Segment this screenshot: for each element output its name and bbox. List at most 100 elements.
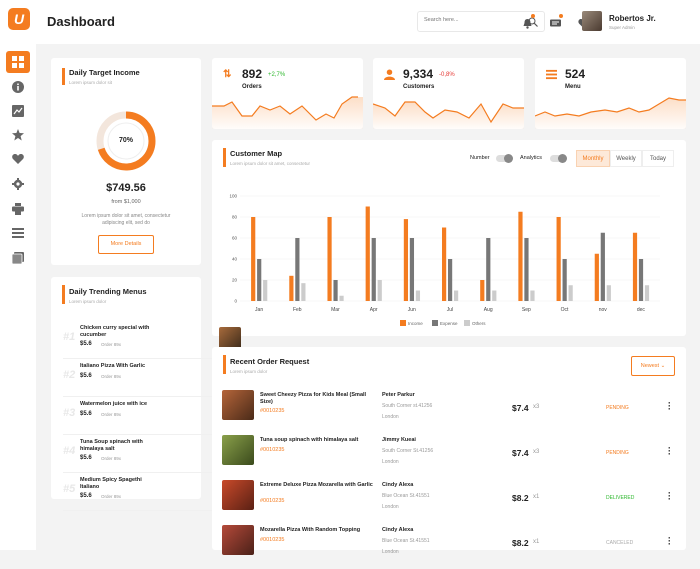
nav-favorites[interactable]	[6, 148, 30, 170]
bar-others[interactable]	[492, 290, 497, 302]
trending-name: Italiano Pizza With Garlic	[80, 363, 146, 369]
bar-expense[interactable]	[562, 259, 567, 301]
bar-income[interactable]	[365, 206, 370, 302]
order-price: $8.2	[512, 493, 529, 503]
trending-price: $5.6	[80, 373, 92, 379]
customers-icon	[384, 69, 396, 81]
bar-income[interactable]	[442, 227, 447, 302]
nav-analytics[interactable]	[6, 100, 30, 122]
bar-others[interactable]	[644, 285, 650, 301]
bar-others[interactable]	[415, 290, 421, 302]
tab-today[interactable]: Today	[642, 150, 674, 167]
order-customer: Cindy Alexa	[382, 482, 414, 488]
avatar[interactable]	[582, 11, 602, 31]
nav-list[interactable]	[6, 222, 30, 244]
orders-filter-dropdown[interactable]: Newest ⌄	[631, 356, 675, 376]
bar-expense[interactable]	[486, 238, 491, 301]
y-tick-label: 40	[232, 257, 238, 262]
bar-others[interactable]	[530, 290, 535, 302]
toggle-analytics-label: Analytics	[520, 155, 543, 161]
orders-icon: ⇅	[223, 69, 232, 80]
daily-target-percent: 70%	[118, 137, 133, 144]
trending-orders: Order 89x	[101, 342, 122, 347]
bar-income[interactable]	[480, 280, 485, 301]
bar-expense[interactable]	[524, 238, 529, 301]
order-row[interactable]: Tuna soup spinach with himalaya salt #00…	[222, 433, 677, 479]
toggle-number[interactable]	[496, 154, 513, 163]
trending-rank: #4	[63, 445, 76, 457]
order-row[interactable]: Mozarella Pizza With Random Topping #001…	[222, 523, 677, 569]
daily-target-amount: $749.56	[106, 182, 146, 194]
list-icon	[12, 228, 24, 238]
search-box[interactable]	[417, 11, 545, 32]
tab-weekly[interactable]: Weekly	[610, 150, 642, 167]
nav-settings[interactable]	[6, 173, 30, 195]
bar-others[interactable]	[263, 280, 268, 301]
bar-others[interactable]	[454, 290, 459, 302]
more-options-icon[interactable]: · · ·	[668, 488, 671, 504]
trending-item[interactable]: #1 Chicken curry special with cucumber $…	[63, 321, 241, 359]
trending-orders: Order 89x	[101, 412, 122, 417]
nav-info[interactable]	[6, 76, 30, 98]
bar-expense[interactable]	[409, 238, 415, 301]
trending-subtitle: Lorem ipsum dolor	[69, 299, 107, 304]
bar-expense[interactable]	[257, 259, 262, 301]
bar-others[interactable]	[339, 295, 344, 301]
nav-print[interactable]	[6, 198, 30, 220]
daily-target-donut	[96, 111, 156, 171]
bar-income[interactable]	[594, 253, 599, 301]
order-customer: Peter Parkur	[382, 392, 415, 398]
customers-sparkline	[373, 101, 524, 129]
nav-documents[interactable]	[6, 247, 30, 269]
more-details-button[interactable]: More Details	[98, 235, 154, 254]
tab-monthly[interactable]: Monthly	[576, 150, 610, 167]
x-tick-label: Oct	[561, 307, 569, 313]
search-input[interactable]	[424, 17, 514, 23]
bar-others[interactable]	[301, 283, 306, 301]
message-icon[interactable]	[550, 14, 563, 27]
order-row[interactable]: Sweet Cheezy Pizza for Kids Meal (Small …	[222, 388, 677, 434]
bar-income[interactable]	[632, 232, 638, 301]
daily-target-description: Lorem ipsum dolor sit amet, consectetur …	[81, 213, 171, 226]
more-options-icon[interactable]: · · ·	[668, 398, 671, 414]
app-logo[interactable]: U	[8, 8, 30, 30]
bar-expense[interactable]	[295, 238, 300, 301]
bar-expense[interactable]	[600, 232, 605, 301]
stat-card-customers: 9,334 -0,8% Customers	[373, 58, 524, 129]
trending-rank: #1	[63, 331, 76, 343]
bar-expense[interactable]	[638, 259, 644, 301]
more-options-icon[interactable]: · · ·	[668, 443, 671, 459]
user-name[interactable]: Robertos Jr.	[609, 14, 656, 23]
bar-others[interactable]	[568, 285, 573, 301]
trending-orders: Order 89x	[101, 494, 122, 499]
bar-income[interactable]	[556, 217, 561, 301]
bar-expense[interactable]	[371, 238, 376, 301]
bar-expense[interactable]	[448, 259, 453, 301]
nav-dashboard[interactable]	[6, 51, 30, 73]
bar-others[interactable]	[377, 280, 382, 301]
stat-menu-value: 524	[565, 67, 586, 81]
trending-price: $5.6	[80, 341, 92, 347]
bar-others[interactable]	[606, 285, 611, 301]
bar-expense[interactable]	[333, 280, 338, 301]
order-thumbnail	[222, 525, 254, 555]
bar-income[interactable]	[327, 217, 332, 301]
toggle-analytics[interactable]	[550, 154, 567, 163]
nav-reviews[interactable]	[6, 124, 30, 146]
order-row[interactable]: Extreme Deluxe Pizza Mozarella with Garl…	[222, 478, 677, 524]
orders-sparkline	[212, 96, 363, 129]
more-options-icon[interactable]: · · ·	[668, 533, 671, 549]
bar-income[interactable]	[251, 217, 256, 301]
stat-orders-label: Orders	[242, 84, 262, 90]
order-id: #0010235	[260, 447, 285, 453]
bar-income[interactable]	[403, 219, 409, 301]
stat-customers-value: 9,334	[403, 67, 434, 81]
daily-target-card: Daily Target Income Lorem ipsum dolor si…	[51, 58, 201, 265]
order-thumbnail	[222, 390, 254, 420]
notification-bell-icon[interactable]	[522, 14, 535, 29]
menu-sparkline	[535, 97, 686, 129]
chevron-down-icon: ⌄	[660, 363, 666, 369]
food-thumbnail	[219, 327, 241, 349]
bar-income[interactable]	[518, 211, 523, 301]
bar-income[interactable]	[289, 275, 294, 301]
